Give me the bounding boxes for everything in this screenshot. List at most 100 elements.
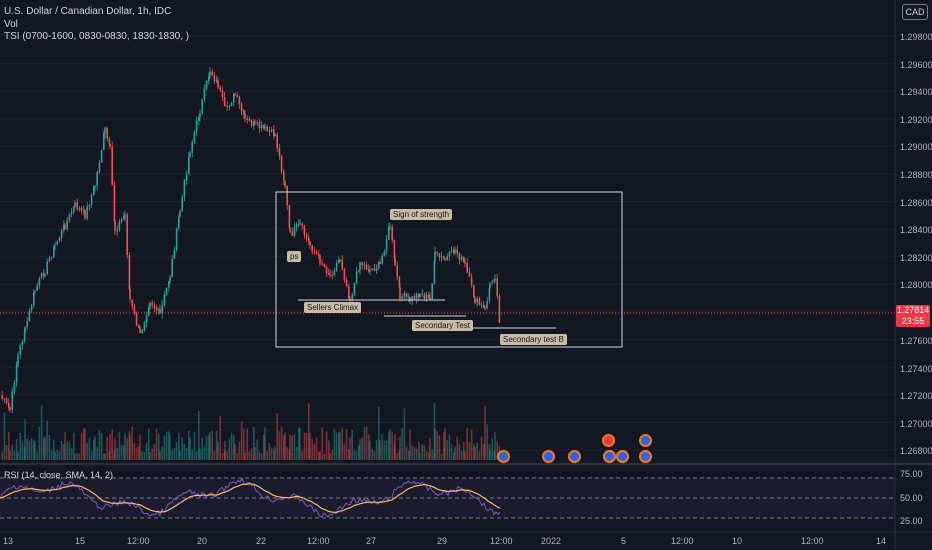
volume-legend[interactable]: Vol xyxy=(4,19,18,30)
volume-bar xyxy=(141,451,143,460)
time-tick: 27 xyxy=(366,536,377,546)
event-flag-icon[interactable] xyxy=(639,434,652,447)
candle-body xyxy=(476,298,478,303)
candle-body xyxy=(108,138,111,145)
candle-body xyxy=(378,262,380,269)
candle-body xyxy=(365,264,368,270)
volume-bar xyxy=(329,453,331,460)
sign-of-strength-annotation[interactable]: Sign of strength xyxy=(390,209,453,220)
event-flag-icon[interactable] xyxy=(616,450,629,463)
tsi-legend[interactable]: TSI (0700-1600, 0830-0830, 1830-1830, ) xyxy=(4,31,190,42)
currency-button[interactable]: CAD xyxy=(902,4,928,20)
volume-bar xyxy=(94,436,96,460)
event-flag-icon[interactable] xyxy=(603,450,616,463)
candle-body xyxy=(205,80,208,89)
event-flag-icon[interactable] xyxy=(542,450,555,463)
volume-bar xyxy=(165,431,168,460)
volume-bar xyxy=(56,449,58,460)
candle-body xyxy=(338,260,340,264)
volume-bar xyxy=(234,443,236,460)
candle-body xyxy=(48,258,51,262)
candle-body xyxy=(460,256,463,260)
volume-bar xyxy=(201,437,203,460)
candle-body xyxy=(118,221,121,231)
volume-bar xyxy=(209,431,211,460)
candle-body xyxy=(464,262,466,264)
candle-body xyxy=(358,270,360,272)
volume-bar xyxy=(480,436,483,460)
candle-body xyxy=(178,216,180,229)
candle-body xyxy=(34,290,36,293)
candle-body xyxy=(329,274,331,276)
candle-body xyxy=(244,113,246,119)
volume-bar xyxy=(78,453,81,460)
time-tick: 12:00 xyxy=(671,536,694,546)
volume-bar xyxy=(48,434,51,460)
candle-body xyxy=(141,329,143,334)
event-flag-icon[interactable] xyxy=(639,450,652,463)
candle-body xyxy=(305,234,308,238)
volume-bar xyxy=(264,427,266,460)
volume-bar xyxy=(109,434,111,460)
candle-body xyxy=(408,296,410,298)
volume-bar xyxy=(46,420,48,460)
candle-body xyxy=(240,104,243,112)
time-tick: 12:00 xyxy=(801,536,824,546)
volume-bar xyxy=(103,453,105,460)
candle-body xyxy=(106,127,108,139)
sellers-climax-annotation[interactable]: Sellers Climax xyxy=(304,302,362,313)
volume-bar xyxy=(444,428,446,460)
volume-bar xyxy=(23,447,26,460)
candle-body xyxy=(398,276,401,288)
candle-body xyxy=(8,402,10,408)
candle-body xyxy=(64,224,66,229)
volume-bar xyxy=(339,431,341,460)
candle-body xyxy=(399,287,401,299)
candle-body xyxy=(86,206,88,219)
event-flag-icon[interactable] xyxy=(497,450,510,463)
candle-body xyxy=(383,251,386,256)
event-flag-icon[interactable] xyxy=(568,450,581,463)
candle-body xyxy=(369,270,371,272)
volume-bar xyxy=(486,424,488,460)
ps-annotation[interactable]: ps xyxy=(287,251,302,262)
accumulation-box xyxy=(275,191,623,348)
candle-body xyxy=(381,255,383,264)
volume-bar xyxy=(266,451,268,460)
volume-bar xyxy=(84,428,86,460)
volume-bar xyxy=(428,452,430,460)
rsi-legend[interactable]: RSI (14, close, SMA, 14, 2) xyxy=(4,470,114,480)
candle-body xyxy=(104,127,106,134)
candle-body xyxy=(151,302,153,306)
volume-bar xyxy=(394,433,396,460)
event-flag-icon[interactable] xyxy=(602,434,615,447)
candle-body xyxy=(181,196,183,211)
secondary-test-b-annotation[interactable]: Secondary test B xyxy=(500,334,567,345)
volume-bar xyxy=(54,451,56,460)
volume-bar xyxy=(155,428,158,460)
candle-body xyxy=(248,118,251,121)
volume-bar xyxy=(243,428,245,460)
candle-body xyxy=(258,122,261,129)
volume-bar xyxy=(74,453,76,460)
candle-body xyxy=(40,273,43,279)
price-tick: 1.29000 xyxy=(900,142,932,152)
volume-bar xyxy=(15,439,18,460)
candle-body xyxy=(446,256,448,261)
candle-body xyxy=(496,278,498,297)
volume-bar xyxy=(345,428,348,460)
symbol-legend[interactable]: U.S. Dollar / Canadian Dollar, 1h, IDC xyxy=(4,6,172,17)
secondary-test-annotation[interactable]: Secondary Test xyxy=(412,320,473,331)
volume-bar xyxy=(438,435,441,460)
price-tick: 1.27600 xyxy=(900,336,932,346)
volume-bar xyxy=(233,435,235,460)
volume-bar xyxy=(355,450,358,460)
price-tick: 1.26800 xyxy=(900,446,932,456)
candle-body xyxy=(5,398,8,403)
candle-body xyxy=(58,237,61,242)
current-price-label: 1.27814 23:55 xyxy=(896,305,930,327)
volume-bar xyxy=(116,447,118,460)
candle-body xyxy=(480,304,483,306)
price-tick: 1.27200 xyxy=(900,391,932,401)
